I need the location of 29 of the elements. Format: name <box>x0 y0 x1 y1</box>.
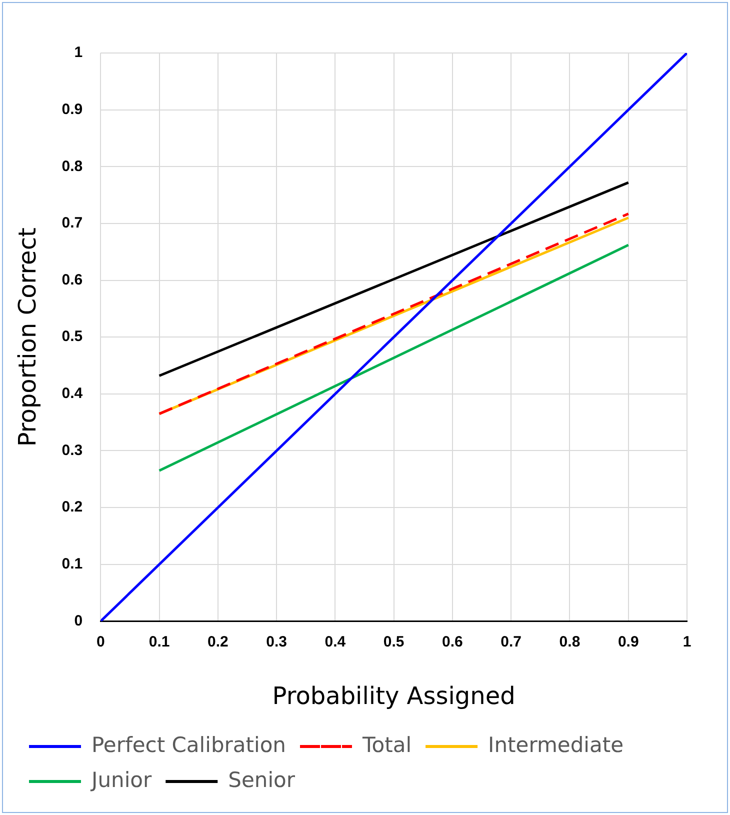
y-tick-label: 0.6 <box>62 271 83 288</box>
y-axis-title: Proportion Correct <box>14 228 42 447</box>
y-tick-label: 0.4 <box>62 385 84 402</box>
legend-label: Perfect Calibration <box>92 732 286 757</box>
x-tick-label: 0.2 <box>207 633 228 650</box>
x-tick-label: 0.1 <box>148 633 170 650</box>
y-tick-label: 0.2 <box>62 498 83 516</box>
x-tick-label: 0.4 <box>324 633 346 650</box>
legend-label: Total <box>361 732 412 757</box>
x-tick-label: 0.8 <box>559 633 580 650</box>
x-tick-label: 0.3 <box>266 633 287 650</box>
y-tick-label: 0.5 <box>62 328 83 346</box>
x-tick-label: 0 <box>96 633 105 650</box>
x-axis-title: Probability Assigned <box>272 682 516 710</box>
legend-label: Intermediate <box>488 732 624 757</box>
x-tick-label: 0.7 <box>500 633 522 650</box>
x-tick-label: 0.6 <box>442 633 463 650</box>
x-tick-label: 0.9 <box>618 633 639 650</box>
y-tick-label: 0.9 <box>62 100 83 118</box>
y-tick-label: 0.1 <box>62 556 83 573</box>
x-tick-label: 1 <box>682 633 692 650</box>
y-tick-label: 0.8 <box>62 158 83 175</box>
y-tick-label: 0 <box>74 612 83 630</box>
legend-label: Senior <box>228 768 296 792</box>
y-tick-label: 0.3 <box>62 442 83 459</box>
y-tick-label: 1 <box>74 44 83 62</box>
legend-label: Junior <box>90 768 152 792</box>
y-tick-label: 0.7 <box>62 214 83 232</box>
x-tick-label: 0.5 <box>383 633 404 650</box>
